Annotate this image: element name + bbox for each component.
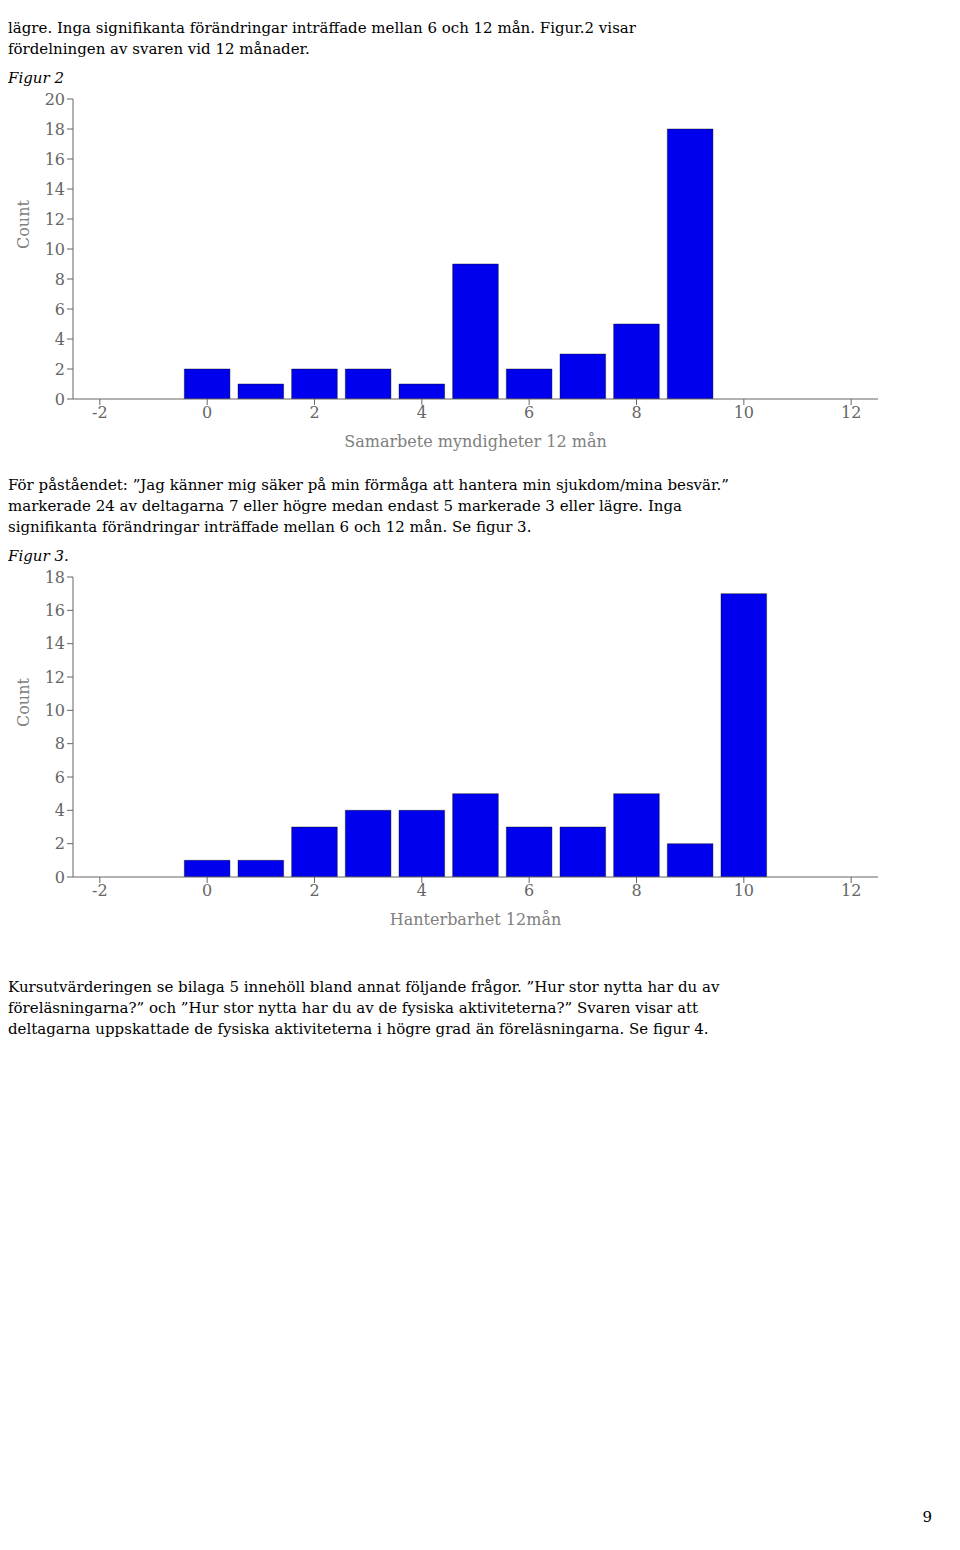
html-text:markerade 24 av deltagarna 7 e: markerade 24 av deltagarna 7 eller högre… xyxy=(8,497,682,515)
svg-text:4: 4 xyxy=(55,801,65,820)
svg-text:Hanterbarhet 12mån: Hanterbarhet 12mån xyxy=(390,910,561,929)
svg-text:10: 10 xyxy=(734,881,754,900)
html-text:signifikanta förändringar intr: signifikanta förändringar inträffade mel… xyxy=(8,518,532,536)
svg-text:8: 8 xyxy=(55,270,65,289)
html-text:Figur 3.: Figur 3. xyxy=(8,547,69,565)
svg-text:4: 4 xyxy=(417,881,427,900)
svg-text:2: 2 xyxy=(309,881,319,900)
svg-text:Count: Count xyxy=(14,200,33,249)
svg-text:12: 12 xyxy=(841,881,861,900)
html-text:lägre. Inga signifikanta förän: lägre. Inga signifikanta förändringar in… xyxy=(8,19,636,37)
svg-text:10: 10 xyxy=(45,240,65,259)
html-text:fördelningen av svaren vid 12: fördelningen av svaren vid 12 månader. xyxy=(8,40,310,58)
svg-text:2: 2 xyxy=(55,360,65,379)
svg-text:12: 12 xyxy=(45,210,65,229)
svg-text:14: 14 xyxy=(45,634,65,653)
svg-text:6: 6 xyxy=(55,768,65,787)
html-text:deltagarna uppskattade de fysi: deltagarna uppskattade de fysiska aktivi… xyxy=(8,1020,709,1038)
svg-text:0: 0 xyxy=(202,881,212,900)
svg-text:Samarbete myndigheter 12 mån: Samarbete myndigheter 12 mån xyxy=(344,432,607,451)
svg-text:10: 10 xyxy=(734,403,754,422)
svg-text:-2: -2 xyxy=(92,403,108,422)
svg-text:16: 16 xyxy=(45,150,65,169)
svg-text:8: 8 xyxy=(631,403,641,422)
svg-text:0: 0 xyxy=(202,403,212,422)
svg-text:6: 6 xyxy=(55,300,65,319)
svg-text:10: 10 xyxy=(45,701,65,720)
svg-text:-2: -2 xyxy=(92,881,108,900)
html-text:Kursutvärderingen se bilaga 5: Kursutvärderingen se bilaga 5 innehöll b… xyxy=(8,978,720,996)
svg-text:4: 4 xyxy=(55,330,65,349)
svg-text:12: 12 xyxy=(841,403,861,422)
svg-text:18: 18 xyxy=(45,120,65,139)
svg-text:4: 4 xyxy=(417,403,427,422)
svg-text:18: 18 xyxy=(45,568,65,587)
svg-text:20: 20 xyxy=(45,90,65,109)
svg-text:6: 6 xyxy=(524,881,534,900)
svg-text:8: 8 xyxy=(55,734,65,753)
html-text:9: 9 xyxy=(922,1508,932,1526)
svg-text:16: 16 xyxy=(45,601,65,620)
html-text:Figur 2: Figur 2 xyxy=(8,69,64,87)
svg-text:0: 0 xyxy=(55,868,65,887)
svg-text:2: 2 xyxy=(309,403,319,422)
svg-text:12: 12 xyxy=(45,668,65,687)
svg-text:6: 6 xyxy=(524,403,534,422)
svg-text:8: 8 xyxy=(631,881,641,900)
html-text:föreläsningarna?” och ”Hur sto: föreläsningarna?” och ”Hur stor nytta ha… xyxy=(8,999,698,1017)
html-text:För påståendet: ”Jag känner mi: För påståendet: ”Jag känner mig säker på… xyxy=(8,476,729,494)
svg-text:2: 2 xyxy=(55,834,65,853)
svg-text:0: 0 xyxy=(55,390,65,409)
svg-text:14: 14 xyxy=(45,180,65,199)
svg-text:Count: Count xyxy=(14,678,33,727)
